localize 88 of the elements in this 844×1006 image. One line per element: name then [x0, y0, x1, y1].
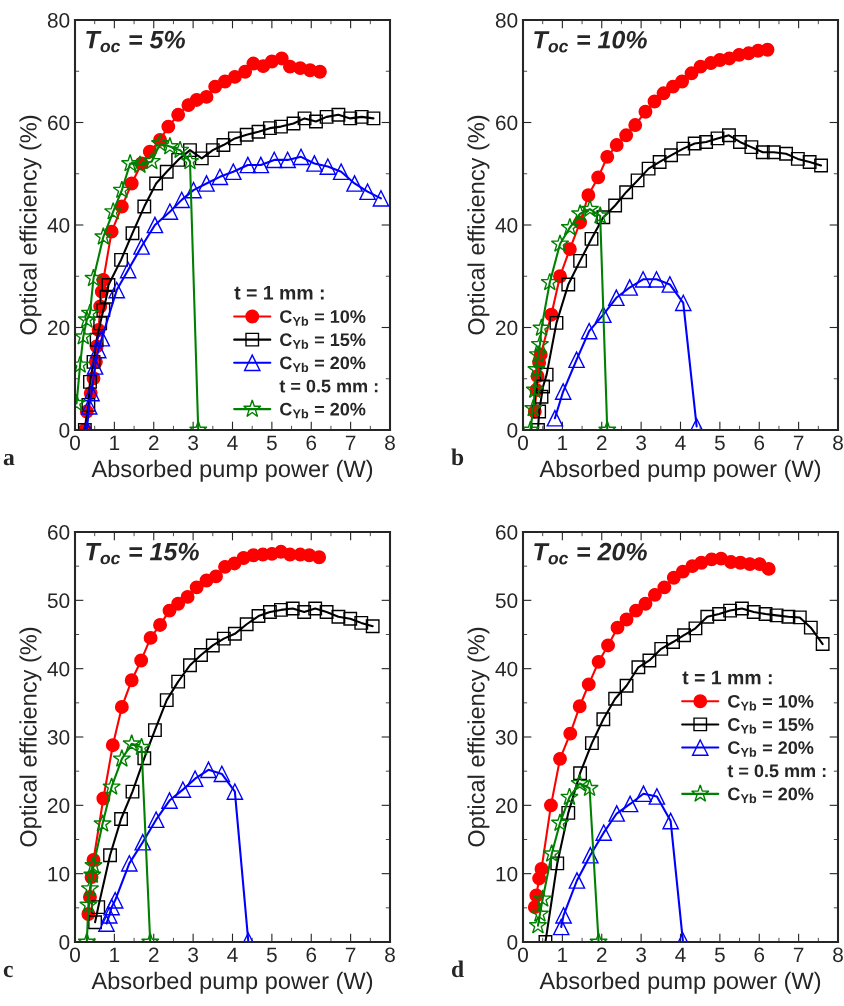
- y-tick-label: 0: [59, 423, 70, 438]
- legend-title: t = 1 mm :: [682, 670, 772, 685]
- y-tick-label: 50: [47, 593, 70, 609]
- x-axis-title: Absorbed pump power (W): [91, 971, 373, 994]
- legend-label: C$_{Yb}$ = 20%: [728, 741, 814, 757]
- y-tick-label: 0: [59, 935, 70, 950]
- x-axis-title: Absorbed pump power (W): [539, 459, 821, 482]
- y-tick-label: 20: [496, 320, 518, 336]
- legend-label: C$_{Yb}$ = 10%: [728, 694, 814, 711]
- x-tick-label: 5: [714, 435, 725, 451]
- y-tick-label: 10: [48, 866, 70, 882]
- x-tick-label: 8: [385, 435, 395, 451]
- y-tick-label: 40: [495, 661, 518, 677]
- x-tick-label: 6: [754, 435, 765, 451]
- x-tick-label: 1: [110, 435, 120, 450]
- y-tick-label: 80: [47, 13, 70, 28]
- text: d: [451, 960, 464, 978]
- x-tick-label: 3: [636, 435, 646, 451]
- y-axis-title: Optical efficiency (%): [19, 627, 42, 847]
- x-tick-label: 3: [636, 947, 646, 963]
- legend-label: C$_{Yb}$ = 20%: [280, 402, 366, 419]
- x-tick-label: 4: [675, 947, 686, 962]
- text: a: [3, 453, 15, 466]
- x-tick-label: 3: [188, 947, 198, 963]
- legend-label: C$_{Yb}$ = 20%: [728, 787, 814, 804]
- y-tick-label: 40: [495, 218, 518, 233]
- x-tick-label: 7: [793, 435, 804, 450]
- y-axis-title: Optical efficiency (%): [467, 627, 490, 847]
- x-tick-label: 4: [227, 435, 238, 450]
- x-tick-label: 0: [518, 435, 528, 451]
- x-tick-label: 5: [266, 947, 277, 963]
- y-tick-label: 0: [507, 935, 518, 950]
- chart-title: T$_{oc}$ = 5%: [86, 30, 185, 53]
- chart-title: T$_{oc}$ = 10%: [534, 30, 647, 53]
- x-tick-label: 7: [793, 947, 804, 962]
- x-tick-label: 1: [558, 947, 568, 962]
- x-axis-title: Absorbed pump power (W): [539, 971, 821, 994]
- x-tick-label: 4: [675, 435, 686, 450]
- legend-label: C$_{Yb}$ = 20%: [280, 356, 366, 373]
- x-tick-label: 2: [149, 947, 159, 962]
- y-tick-label: 20: [48, 798, 70, 814]
- x-tick-label: 6: [306, 947, 317, 963]
- y-tick-label: 40: [47, 218, 70, 233]
- y-tick-label: 40: [47, 661, 70, 677]
- x-tick-label: 1: [110, 947, 120, 962]
- annotation: t = 0.5 mm :: [279, 379, 378, 393]
- y-tick-label: 30: [495, 730, 518, 745]
- x-tick-label: 8: [833, 435, 843, 451]
- x-tick-label: 0: [70, 435, 80, 451]
- x-tick-label: 8: [833, 947, 843, 963]
- y-tick-label: 60: [48, 525, 70, 540]
- text: c: [3, 965, 13, 978]
- y-tick-label: 10: [496, 866, 518, 882]
- legend-label: C$_{Yb}$ = 10%: [280, 310, 366, 326]
- x-tick-label: 1: [558, 435, 568, 450]
- x-tick-label: 0: [70, 947, 80, 963]
- legend-label: C$_{Yb}$ = 15%: [280, 333, 366, 349]
- x-tick-label: 8: [385, 947, 395, 963]
- x-tick-label: 2: [149, 435, 159, 450]
- text: b: [451, 448, 464, 466]
- x-tick-label: 5: [266, 435, 277, 451]
- annotation: t = 0.5 mm :: [727, 764, 826, 778]
- y-tick-label: 50: [495, 593, 518, 609]
- legend-label: C$_{Yb}$ = 15%: [728, 718, 814, 734]
- y-axis-title: Optical efficiency (%): [467, 115, 490, 335]
- x-tick-label: 7: [345, 435, 356, 450]
- y-tick-label: 20: [496, 798, 518, 814]
- y-tick-label: 30: [47, 730, 70, 745]
- y-tick-label: 0: [507, 423, 518, 438]
- chart-title: T$_{oc}$ = 20%: [534, 542, 647, 565]
- y-tick-label: 80: [495, 13, 518, 28]
- y-tick-label: 60: [48, 115, 70, 131]
- x-tick-label: 5: [714, 947, 725, 963]
- x-tick-label: 2: [597, 435, 607, 450]
- legend-title: t = 1 mm :: [234, 286, 324, 300]
- y-tick-label: 60: [496, 525, 518, 540]
- chart-title: T$_{oc}$ = 15%: [86, 542, 199, 565]
- y-tick-label: 20: [48, 320, 70, 336]
- y-tick-label: 60: [496, 115, 518, 131]
- y-axis-title: Optical efficiency (%): [19, 115, 42, 335]
- x-tick-label: 2: [597, 947, 607, 962]
- x-tick-label: 6: [754, 947, 765, 963]
- x-tick-label: 4: [227, 947, 238, 962]
- x-tick-label: 3: [188, 435, 198, 451]
- x-tick-label: 7: [345, 947, 356, 962]
- x-axis-title: Absorbed pump power (W): [91, 459, 373, 482]
- x-tick-label: 0: [518, 947, 528, 963]
- x-tick-label: 6: [306, 435, 317, 451]
